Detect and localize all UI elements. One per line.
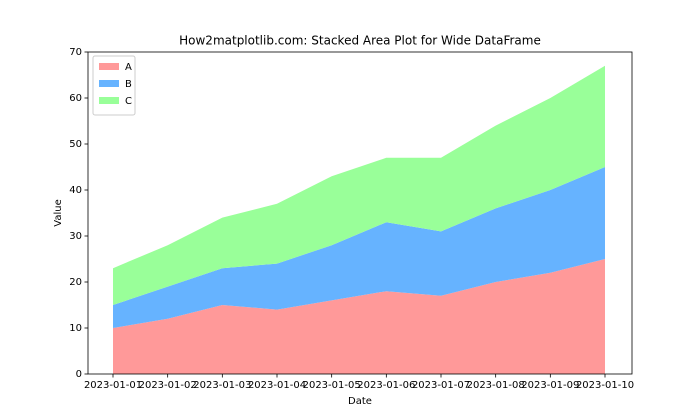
x-tick-label: 2023-01-07 (412, 380, 470, 391)
legend-swatch (99, 80, 119, 87)
x-tick-label: 2023-01-05 (303, 380, 361, 391)
x-tick-label: 2023-01-03 (193, 380, 251, 391)
legend-swatch (99, 63, 119, 70)
area (113, 65, 605, 305)
x-tick-label: 2023-01-09 (521, 380, 579, 391)
x-tick-label: 2023-01-02 (139, 380, 197, 391)
legend-label: C (125, 96, 132, 107)
y-tick-label: 40 (69, 185, 82, 196)
x-tick-label: 2023-01-06 (357, 380, 415, 391)
y-tick-label: 60 (69, 93, 82, 104)
y-tick-label: 10 (69, 323, 82, 334)
y-tick-label: 50 (69, 139, 82, 150)
legend-label: A (125, 62, 132, 73)
y-tick-label: 20 (69, 277, 82, 288)
y-axis-label: Value (53, 199, 64, 226)
y-tick-label: 30 (69, 231, 82, 242)
y-tick-label: 70 (69, 47, 82, 58)
plot-frame (87, 51, 633, 375)
area (113, 259, 605, 374)
chart-title: How2matplotlib.com: Stacked Area Plot fo… (179, 34, 541, 48)
legend-swatch (99, 97, 119, 104)
x-tick-label: 2023-01-04 (248, 380, 306, 391)
x-tick-label: 2023-01-08 (467, 380, 525, 391)
y-tick-label: 0 (76, 369, 82, 380)
x-tick-label: 2023-01-01 (84, 380, 142, 391)
area (113, 167, 605, 328)
x-axis-label: Date (348, 396, 372, 407)
x-tick-label: 2023-01-10 (576, 380, 634, 391)
legend-label: B (125, 79, 132, 90)
